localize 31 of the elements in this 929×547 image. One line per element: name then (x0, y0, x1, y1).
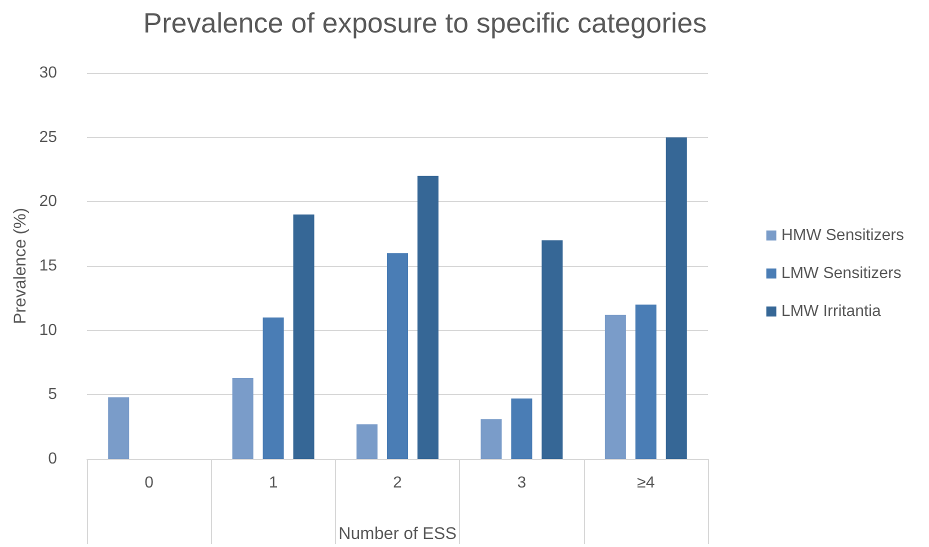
y-axis-title: Prevalence (%) (10, 208, 30, 324)
bar (356, 424, 378, 459)
x-tick-label: ≥4 (637, 474, 655, 492)
y-tick-label: 25 (39, 128, 58, 146)
legend-label: LMW Irritantia (781, 303, 881, 320)
x-tick-label: 0 (144, 474, 154, 492)
bar (480, 419, 502, 459)
chart-title: Prevalence of exposure to specific categories (143, 8, 707, 38)
y-tick-label: 10 (39, 322, 58, 339)
y-tick-label: 20 (39, 193, 58, 210)
y-tick-label: 5 (48, 386, 58, 404)
x-tick-label: 1 (268, 474, 278, 492)
bar (666, 137, 687, 459)
legend-label: LMW Sensitizers (781, 265, 902, 282)
bar (604, 314, 626, 459)
bar (417, 176, 438, 459)
bar (635, 304, 656, 459)
bar (232, 378, 254, 459)
bar (386, 253, 408, 459)
x-axis-title: Number of ESS (338, 524, 457, 543)
x-tick-label: 2 (393, 474, 402, 492)
y-tick-label: 0 (48, 450, 58, 468)
legend-label: HMW Sensitizers (781, 227, 904, 244)
bar (293, 214, 314, 459)
y-tick-label: 30 (39, 64, 58, 82)
bar (262, 317, 284, 459)
bar (511, 398, 532, 459)
y-tick-label: 15 (39, 258, 58, 274)
bar (542, 240, 563, 459)
bar (108, 397, 130, 459)
x-tick-label: 3 (517, 474, 526, 492)
